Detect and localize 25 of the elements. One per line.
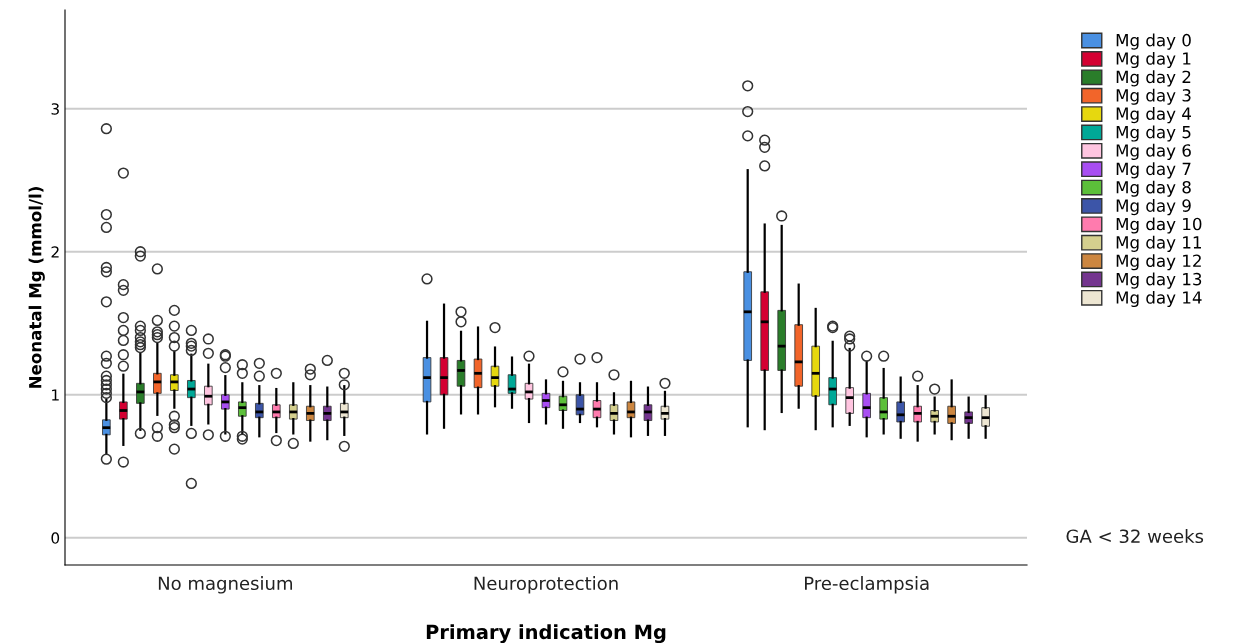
legend-label: Mg day 5: [1116, 125, 1191, 142]
y-axis-title: Neonatal Mg (mmol/l): [28, 187, 45, 388]
y-tick-label: 3: [51, 103, 59, 115]
legend-label: Mg day 10: [1116, 217, 1202, 234]
y-tick-label: 2: [51, 246, 59, 258]
legend-label: Mg day 9: [1116, 199, 1191, 216]
legend-label: Mg day 0: [1116, 33, 1191, 50]
legend-label: Mg day 3: [1116, 88, 1191, 105]
x-tick-label: Neuroprotection: [474, 576, 618, 594]
y-tick-label: 0: [51, 532, 60, 544]
y-tick-label: 1: [52, 389, 59, 401]
x-tick-label: Pre-eclampsia: [805, 576, 929, 594]
legend-label: Mg day 7: [1116, 162, 1191, 179]
x-axis-title: Primary indication Mg: [426, 624, 666, 643]
legend-label: Mg day 14: [1116, 290, 1202, 308]
legend-label: Mg day 8: [1116, 180, 1191, 197]
legend-label: Mg day 11: [1116, 235, 1201, 252]
legend-label: Mg day 12: [1116, 254, 1201, 271]
text: GA < 32 weeks: [1066, 529, 1204, 544]
legend-label: Mg day 1: [1116, 51, 1191, 69]
legend-label: Mg day 2: [1116, 70, 1191, 87]
legend-label: Mg day 6: [1116, 143, 1191, 160]
x-tick-label: No magnesium: [158, 576, 293, 594]
legend-label: Mg day 4: [1116, 107, 1191, 124]
legend-label: Mg day 13: [1116, 272, 1202, 289]
